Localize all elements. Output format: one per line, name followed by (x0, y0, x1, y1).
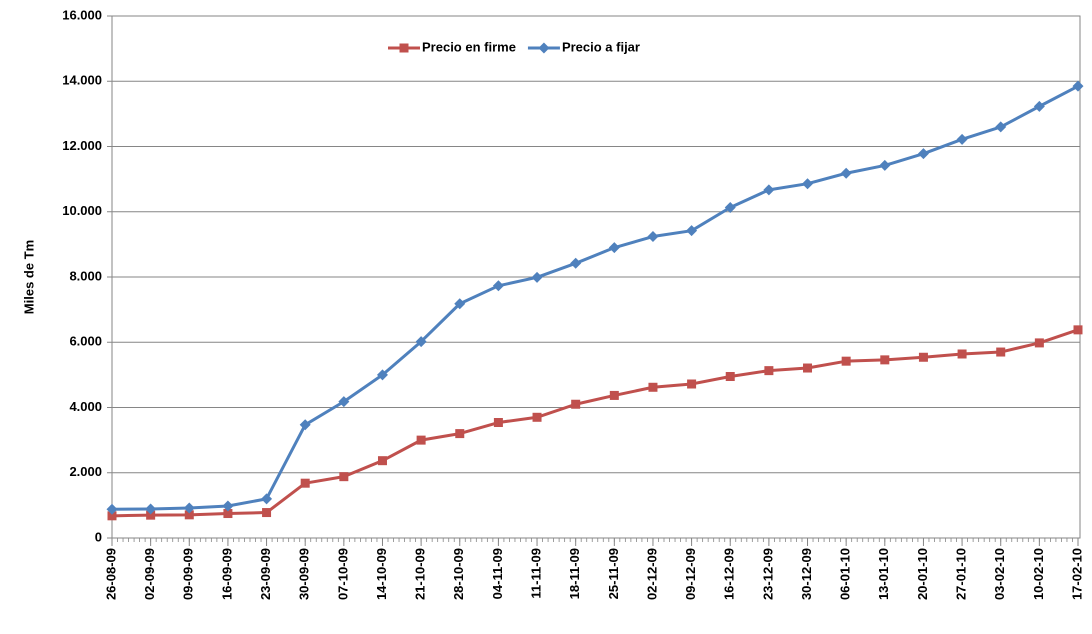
marker (416, 435, 426, 445)
x-tick-label: 25-11-09 (606, 548, 621, 599)
x-tick-label: 14-10-09 (374, 548, 389, 600)
x-tick-label: 28-10-09 (451, 548, 466, 600)
x-tick-label: 23-12-09 (760, 548, 775, 600)
marker (841, 356, 851, 366)
x-tick-label: 13-01-10 (876, 548, 891, 600)
marker (531, 271, 543, 283)
marker (106, 503, 118, 515)
marker (957, 349, 967, 359)
x-tick-label: 06-01-10 (838, 548, 853, 600)
marker (996, 347, 1006, 357)
marker (184, 510, 194, 520)
y-tick-label: 0 (95, 529, 102, 544)
marker (1072, 80, 1084, 92)
x-tick-label: 11-11-09 (528, 548, 543, 599)
y-tick-label: 12.000 (62, 138, 102, 153)
x-tick-label: 02-12-09 (644, 548, 659, 600)
x-tick-label: 17-02-10 (1069, 548, 1084, 600)
marker (377, 456, 387, 466)
marker (492, 280, 504, 292)
x-tick-label: 30-12-09 (799, 548, 814, 600)
marker (262, 508, 272, 518)
x-tick-label: 21-10-09 (413, 548, 428, 600)
y-tick-label: 2.000 (69, 464, 102, 479)
marker (146, 510, 156, 520)
marker (1073, 325, 1083, 335)
x-tick-label: 16-09-09 (219, 548, 234, 600)
marker (107, 511, 117, 521)
x-tick-label: 27-01-10 (954, 548, 969, 600)
marker (724, 202, 736, 214)
marker (222, 500, 234, 512)
marker (609, 390, 619, 400)
y-tick-label: 16.000 (62, 7, 102, 22)
marker (763, 184, 775, 196)
marker (956, 133, 968, 145)
x-tick-label: 18-11-09 (567, 548, 582, 599)
x-tick-label: 23-09-09 (258, 548, 273, 600)
marker (183, 502, 195, 514)
x-tick-label: 04-11-09 (490, 548, 505, 599)
series-line (111, 328, 1079, 518)
legend-label: Precio en firme (422, 39, 516, 54)
marker (995, 121, 1007, 133)
marker (300, 478, 310, 488)
x-tick-label: 16-12-09 (722, 548, 737, 600)
marker (570, 257, 582, 269)
marker (261, 493, 273, 505)
marker (571, 399, 581, 409)
marker (647, 231, 659, 243)
x-tick-label: 03-02-10 (992, 548, 1007, 600)
x-tick-label: 09-12-09 (683, 548, 698, 600)
marker (299, 419, 311, 431)
marker (648, 382, 658, 392)
x-tick-label: 30-09-09 (297, 548, 312, 600)
marker (415, 336, 427, 348)
marker (532, 412, 542, 422)
marker (608, 242, 620, 254)
marker (376, 369, 388, 381)
marker (339, 472, 349, 482)
marker (1033, 100, 1045, 112)
marker (493, 418, 503, 428)
x-tick-label: 26-08-09 (103, 548, 118, 600)
y-tick-label: 4.000 (69, 399, 102, 414)
x-tick-label: 09-09-09 (181, 548, 196, 600)
marker (918, 352, 928, 362)
x-tick-label: 10-02-10 (1031, 548, 1046, 600)
marker (1034, 338, 1044, 348)
marker (764, 366, 774, 376)
marker (880, 355, 890, 365)
marker (687, 379, 697, 389)
marker (454, 298, 466, 310)
marker (145, 503, 157, 515)
y-tick-label: 6.000 (69, 334, 102, 349)
legend-label: Precio a fijar (562, 39, 640, 54)
plot-border (111, 15, 1081, 539)
x-tick-label: 02-09-09 (142, 548, 157, 600)
marker (803, 363, 813, 373)
marker (802, 178, 814, 190)
marker (455, 429, 465, 439)
legend-marker (538, 42, 550, 54)
series-line (111, 84, 1079, 511)
marker (879, 159, 891, 171)
y-tick-label: 8.000 (69, 268, 102, 283)
marker (686, 225, 698, 237)
marker (840, 167, 852, 179)
marker (223, 509, 233, 519)
legend-marker (399, 43, 409, 53)
marker (725, 372, 735, 382)
y-tick-label: 10.000 (62, 203, 102, 218)
y-axis-label: Miles de Tm (21, 240, 36, 314)
marker (917, 148, 929, 160)
y-tick-label: 14.000 (62, 73, 102, 88)
x-tick-label: 07-10-09 (335, 548, 350, 600)
marker (338, 396, 350, 408)
x-tick-label: 20-01-10 (915, 548, 930, 600)
